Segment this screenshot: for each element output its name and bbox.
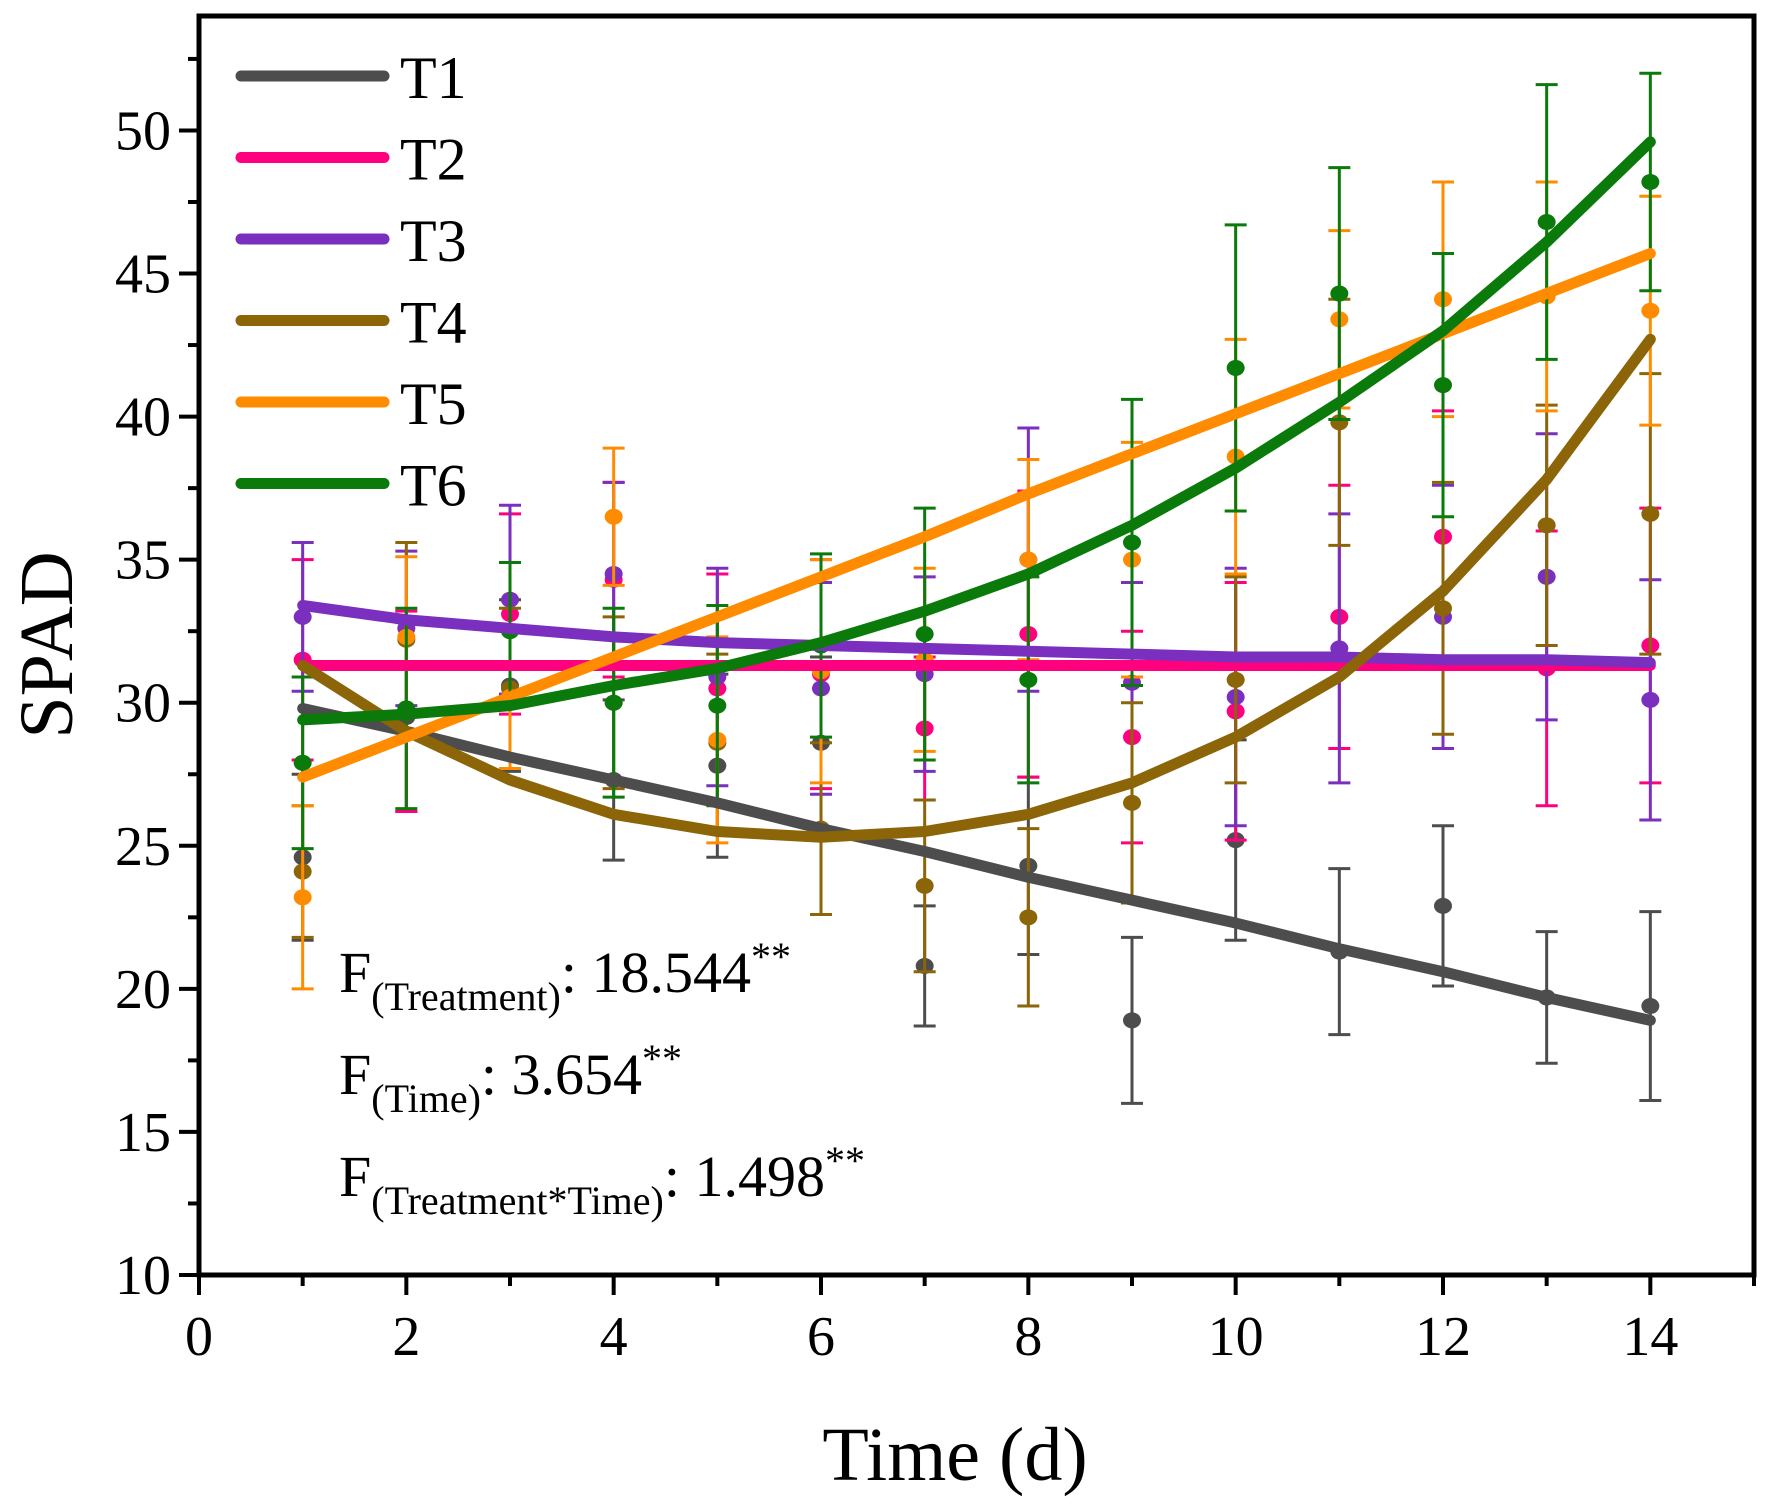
y-tick-label: 30 <box>115 673 171 735</box>
y-tick-label: 40 <box>115 387 171 449</box>
data-point <box>1641 505 1660 522</box>
annotation-sup: ** <box>751 934 791 979</box>
anova-annotation: F(Time): 3.654** <box>339 1036 682 1121</box>
anova-annotations: F(Treatment): 18.544**F(Time): 3.654**F(… <box>339 934 865 1223</box>
y-tick-label: 50 <box>115 100 171 162</box>
data-point <box>1019 909 1038 926</box>
annotation-value: : 1.498 <box>664 1144 825 1209</box>
data-point <box>293 754 312 771</box>
x-tick-label: 12 <box>1415 1306 1471 1368</box>
legend-label-t4: T4 <box>400 290 467 356</box>
plot-marks <box>291 71 1662 1105</box>
data-point <box>1434 377 1452 394</box>
annotation-value: : 18.544 <box>561 940 751 1005</box>
fit-line-t3 <box>297 599 1656 669</box>
data-point <box>1641 302 1660 319</box>
series-t1-points <box>291 598 1662 1105</box>
data-point <box>1434 600 1452 617</box>
annotation-sup: ** <box>642 1036 682 1081</box>
data-point <box>1226 359 1245 376</box>
annotation-sup: ** <box>825 1138 865 1183</box>
legend-label-t2: T2 <box>400 127 467 193</box>
legend-label-t3: T3 <box>400 208 467 274</box>
anova-annotation: F(Treatment*Time): 1.498** <box>339 1138 865 1223</box>
data-point <box>915 877 934 894</box>
y-tick-label: 45 <box>115 244 171 306</box>
y-tick-label: 20 <box>115 959 171 1021</box>
x-tick-label: 14 <box>1622 1306 1678 1368</box>
data-point <box>1641 173 1660 190</box>
annotation-main: F <box>339 1042 371 1107</box>
fit-line-t4 <box>297 333 1656 843</box>
annotation-sub: (Treatment) <box>371 974 561 1019</box>
data-point <box>604 508 623 525</box>
data-point <box>1019 671 1038 688</box>
data-point <box>293 608 312 625</box>
series-t6-points <box>291 71 1662 851</box>
data-point <box>915 626 934 643</box>
y-axis-title: SPAD <box>5 551 89 738</box>
data-point <box>293 889 312 906</box>
data-point <box>1123 794 1141 811</box>
legend: T1 T2 T3 T4 T5 T6 <box>235 45 467 519</box>
y-tick-label: 15 <box>115 1102 171 1164</box>
annotation-sub: (Treatment*Time) <box>371 1178 664 1223</box>
x-tick-label: 2 <box>392 1306 420 1368</box>
x-tick-label: 6 <box>807 1306 835 1368</box>
x-axis-title: Time (d) <box>822 1413 1087 1497</box>
data-point <box>1123 534 1141 551</box>
data-point <box>1641 691 1660 708</box>
x-tick-label: 0 <box>185 1306 213 1368</box>
data-point <box>1537 517 1556 534</box>
annotation-value: : 3.654 <box>481 1042 642 1107</box>
y-tick-label: 10 <box>115 1245 171 1307</box>
data-point <box>1019 551 1038 568</box>
data-point <box>708 697 727 714</box>
plot-frame <box>196 13 1757 1278</box>
annotation-main: F <box>339 940 371 1005</box>
legend-label-t1: T1 <box>400 45 467 111</box>
data-point <box>1641 998 1660 1015</box>
data-point <box>1330 285 1349 302</box>
data-point <box>1123 1012 1141 1029</box>
x-tick-label: 8 <box>1014 1306 1042 1368</box>
x-tick-label: 4 <box>600 1306 628 1368</box>
axes: 0 2 4 6 8 10 12 14 10 15 20 25 30 35 40 45 50 <box>115 56 1756 1368</box>
fit-line-t6 <box>297 136 1656 726</box>
legend-label-t6: T6 <box>400 453 467 519</box>
annotation-sub: (Time) <box>371 1076 481 1121</box>
data-point <box>1226 671 1245 688</box>
x-tick-label: 10 <box>1208 1306 1264 1368</box>
fit-line-t1 <box>297 702 1656 1026</box>
anova-annotation: F(Treatment): 18.544** <box>339 934 791 1019</box>
data-point <box>604 694 623 711</box>
y-tick-label: 25 <box>115 816 171 878</box>
y-tick-label: 35 <box>115 530 171 592</box>
legend-label-t5: T5 <box>400 371 467 437</box>
annotation-main: F <box>339 1144 371 1209</box>
data-point <box>1434 897 1452 914</box>
data-point <box>1537 214 1556 231</box>
